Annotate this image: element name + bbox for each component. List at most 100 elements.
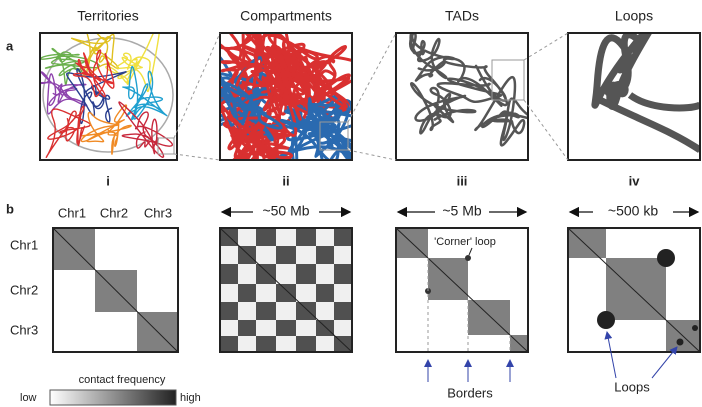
checker-cell	[256, 302, 276, 320]
checker-cell	[256, 246, 276, 264]
pointer	[468, 247, 473, 256]
checker-cell	[238, 228, 256, 246]
chr-label: Chr1	[10, 237, 38, 252]
checker-cell	[238, 246, 256, 264]
checker-cell	[238, 336, 256, 352]
checker-cell	[334, 284, 352, 302]
checker-cell	[334, 228, 352, 246]
checker-cell	[296, 302, 316, 320]
chr-label: Chr2	[10, 282, 38, 297]
scale-label: ~500 kb	[608, 203, 658, 219]
annotation: Borders	[447, 385, 493, 400]
chromatin-fiber	[105, 33, 160, 92]
checker-cell	[296, 284, 316, 302]
loop-arrows	[604, 331, 678, 379]
label-bg	[433, 235, 497, 249]
checker-cell	[276, 284, 296, 302]
checker-cell	[238, 284, 256, 302]
checker-cell	[316, 320, 334, 336]
checker-cell	[220, 336, 238, 352]
chromatin-fiber	[40, 71, 88, 115]
roman-label: ii	[282, 173, 289, 188]
panel-a: a Territories Compartments TADs Loops i …	[6, 8, 701, 188]
roman-label: iv	[629, 173, 641, 188]
box	[395, 32, 529, 161]
chromatin-fiber	[80, 104, 132, 155]
loop-dot	[465, 255, 471, 261]
legend-gradient	[49, 389, 177, 406]
loop-dots	[597, 249, 698, 346]
checker-cell	[316, 336, 334, 352]
diagonal	[219, 227, 353, 353]
chromatin-fiber	[409, 33, 456, 82]
panel-title: TADs	[445, 8, 479, 24]
checker-cell	[316, 264, 334, 284]
checker-cell	[276, 264, 296, 284]
checker-cell	[256, 228, 276, 246]
diagonal	[567, 227, 701, 353]
box	[52, 227, 179, 353]
chromatin-fiber	[474, 76, 528, 147]
chromatin-fiber	[220, 79, 283, 130]
checker-cell	[276, 228, 296, 246]
checker-cell	[276, 302, 296, 320]
chromatin-fiber	[280, 97, 352, 160]
checker-cell	[256, 336, 276, 352]
checker-cell	[220, 302, 238, 320]
chromatin-fiber	[436, 57, 509, 107]
chromatin	[40, 33, 700, 160]
box	[395, 227, 529, 353]
checker-cell	[276, 320, 296, 336]
chromatin-fiber	[118, 101, 174, 158]
chromatin-fiber	[220, 33, 312, 138]
checker-cell	[238, 302, 256, 320]
checker-cell	[276, 336, 296, 352]
checker-cell	[238, 320, 256, 336]
panel-title: Loops	[615, 8, 653, 24]
chr-label: Chr1	[58, 205, 86, 220]
chromatin-fiber	[591, 33, 653, 110]
checker-cell	[334, 246, 352, 264]
box	[219, 32, 353, 161]
panel-label: b	[6, 201, 14, 216]
chromatin-fiber	[598, 92, 700, 153]
zoom-box	[491, 59, 525, 101]
panel-title: Territories	[77, 8, 138, 24]
panel-label: a	[6, 38, 14, 53]
box	[567, 32, 701, 161]
annotation: 'Corner' loop	[434, 236, 496, 248]
checker-cell	[334, 264, 352, 284]
annotation: Loops	[614, 379, 650, 394]
chromatin-fiber	[72, 49, 115, 98]
checker-cell	[316, 284, 334, 302]
zoom-lines	[173, 32, 569, 161]
diagonal	[52, 227, 179, 353]
chromatin-fiber	[410, 82, 477, 135]
legend-title: contact frequency	[79, 374, 166, 386]
roman-label: i	[106, 173, 110, 188]
chromatin-fiber	[122, 66, 168, 121]
checker-cell	[256, 264, 276, 284]
checker-cell	[316, 246, 334, 264]
checker-cell	[256, 284, 276, 302]
chromatin-fiber	[267, 34, 348, 121]
checker-cell	[296, 336, 316, 352]
chromatin-fiber	[226, 115, 294, 160]
checker-cell	[220, 264, 238, 284]
diagonal	[395, 227, 529, 353]
checker-cell	[334, 320, 352, 336]
chr-label: Chr2	[100, 205, 128, 220]
checker-cell	[296, 264, 316, 284]
checker-cell	[276, 246, 296, 264]
checker-cell	[334, 302, 352, 320]
border-lines	[427, 258, 511, 352]
checker-cell	[316, 302, 334, 320]
checker-cell	[296, 320, 316, 336]
checker-cell	[220, 320, 238, 336]
box	[39, 32, 178, 161]
chr-label: Chr3	[144, 205, 172, 220]
legend-low: low	[20, 392, 37, 404]
border-arrows	[424, 359, 514, 382]
scale-label: ~50 Mb	[262, 203, 309, 219]
